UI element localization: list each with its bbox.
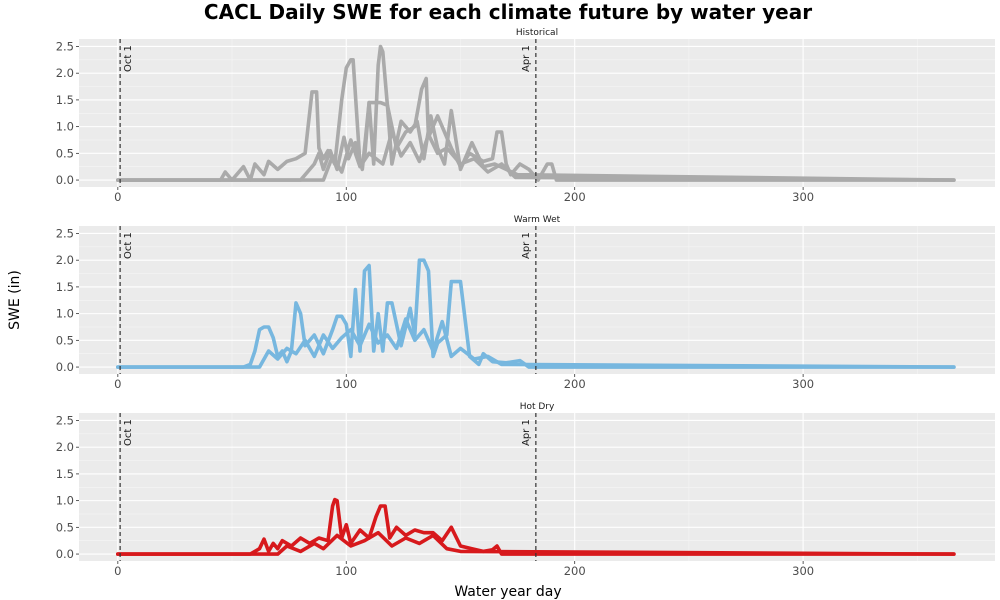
- x-tick-label: 300: [792, 190, 814, 204]
- reference-label-apr-1: Apr 1: [521, 45, 532, 72]
- reference-label-oct-1: Oct 1: [123, 419, 134, 446]
- y-tick-label: 2.0: [56, 253, 74, 267]
- y-tick-label: 2.0: [56, 440, 74, 454]
- y-tick-label: 1.0: [56, 494, 74, 508]
- reference-label-apr-1: Apr 1: [521, 419, 532, 446]
- x-tick-label: 200: [564, 564, 586, 578]
- x-tick-label: 100: [335, 190, 357, 204]
- y-tick-label: 1.5: [56, 467, 74, 481]
- x-tick-label: 100: [335, 564, 357, 578]
- x-axis-title: Water year day: [454, 584, 561, 600]
- x-tick-label: 300: [792, 377, 814, 391]
- chart-title: CACL Daily SWE for each climate future b…: [204, 0, 812, 24]
- x-tick-label: 100: [335, 377, 357, 391]
- reference-label-oct-1: Oct 1: [123, 45, 134, 72]
- y-tick-label: 1.5: [56, 280, 74, 294]
- x-tick-label: 200: [564, 190, 586, 204]
- series-line-warm-wet-2: [116, 317, 956, 369]
- series-line-historical-2: [116, 100, 956, 182]
- x-tick-label: 300: [792, 564, 814, 578]
- panel-historical: Historical 0.0 0.5 1.0 1.5 2.0 2.5 0 100 200 300 Oc…: [56, 28, 995, 204]
- panel-warm-wet: Warm Wet 0.0 0.5 1.0 1.5 2.0 2.5 0 100 200 300 Oct …: [56, 215, 995, 391]
- y-tick-label: 2.5: [56, 413, 74, 427]
- x-tick-label: 0: [114, 377, 121, 391]
- series-line-hot-dry-1: [116, 497, 956, 556]
- y-tick-label: 1.5: [56, 93, 74, 107]
- y-tick-label: 0.5: [56, 146, 74, 160]
- y-tick-label: 1.0: [56, 120, 74, 134]
- y-tick-label: 0.5: [56, 333, 74, 347]
- series-line-historical-3: [116, 130, 956, 182]
- y-tick-label: 0.0: [56, 360, 74, 374]
- panel-title-historical: Historical: [516, 28, 558, 38]
- y-tick-label: 0.0: [56, 547, 74, 561]
- x-tick-label: 200: [564, 377, 586, 391]
- chart-panels: Historical 0.0 0.5 1.0 1.5 2.0 2.5 0 100 200 300 Oc…: [56, 28, 995, 578]
- reference-label-apr-1: Apr 1: [521, 232, 532, 259]
- series-line-hot-dry-2: [116, 530, 956, 556]
- x-tick-label: 0: [114, 190, 121, 204]
- series-line-historical-1: [116, 44, 956, 182]
- panel-hot-dry: Hot Dry 0.0 0.5 1.0 1.5 2.0 2.5 0 100 200 300 Oct 1…: [56, 402, 995, 578]
- y-tick-label: 0.5: [56, 520, 74, 534]
- reference-label-oct-1: Oct 1: [123, 232, 134, 259]
- panel-title-hot-dry: Hot Dry: [520, 402, 555, 412]
- y-tick-label: 1.0: [56, 307, 74, 321]
- y-tick-label: 0.0: [56, 173, 74, 187]
- panel-title-warm-wet: Warm Wet: [514, 215, 561, 225]
- y-tick-label: 2.0: [56, 66, 74, 80]
- y-tick-label: 2.5: [56, 39, 74, 53]
- y-axis-title: SWE (in): [7, 270, 23, 330]
- x-tick-label: 0: [114, 564, 121, 578]
- y-tick-label: 2.5: [56, 226, 74, 240]
